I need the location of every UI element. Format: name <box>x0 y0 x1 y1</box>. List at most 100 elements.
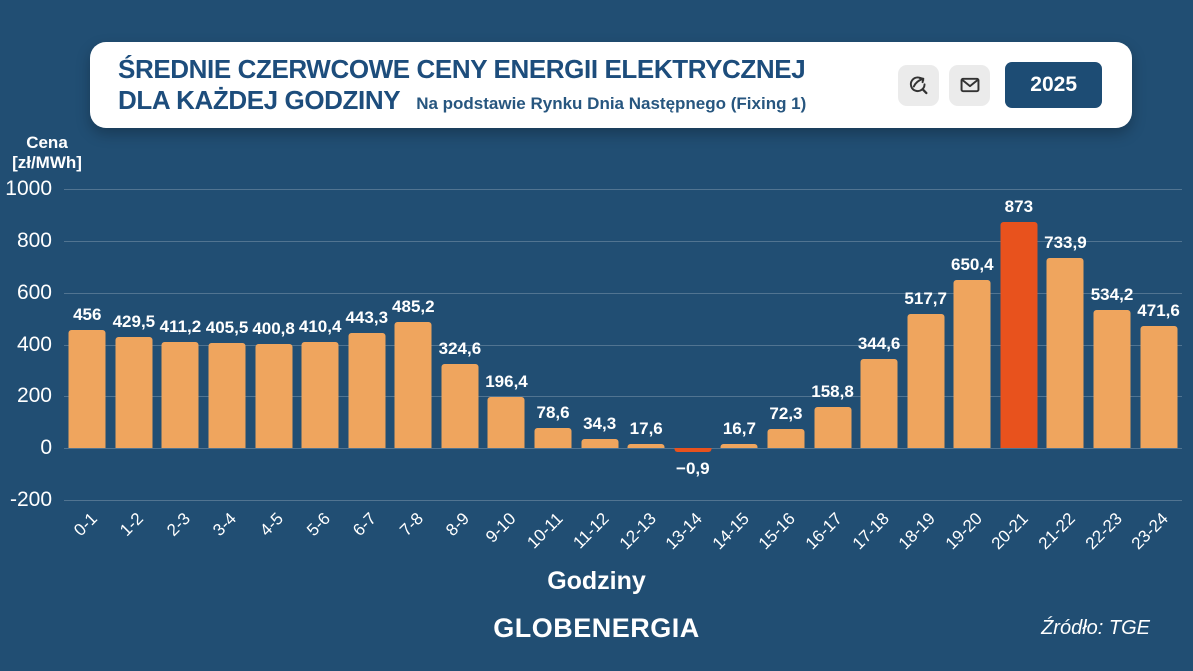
bar-value-label: 443,3 <box>345 308 389 328</box>
x-tick-label: 18-19 <box>894 509 940 554</box>
x-tick-label: 12-13 <box>615 509 660 554</box>
bar-column: 485,2 7-8 <box>390 189 437 539</box>
x-tick-label: 3-4 <box>209 509 241 540</box>
bar-value-label: 34,3 <box>583 414 617 434</box>
x-tick-label: 14-15 <box>708 509 753 554</box>
bar <box>581 439 619 449</box>
bar <box>674 448 712 452</box>
bar-value-label: 78,6 <box>536 402 570 422</box>
title-line2-row: DLA KAŻDEJ GODZINY Na podstawie Rynku Dn… <box>118 85 806 116</box>
bar-column: 405,5 3-4 <box>204 189 251 540</box>
mail-button[interactable] <box>949 64 991 106</box>
bar <box>208 343 246 449</box>
bar-value-label: 72,3 <box>769 404 803 424</box>
chart-subtitle: Na podstawie Rynku Dnia Następnego (Fixi… <box>416 94 807 113</box>
bar-value-label: 411,2 <box>159 316 202 336</box>
bar-value-label: 17,6 <box>629 418 663 438</box>
header-actions: 2025 <box>898 62 1102 108</box>
bar <box>68 330 106 449</box>
bar-column: 344,6 17-18 <box>848 189 903 553</box>
x-tick-label: 4-5 <box>256 509 288 540</box>
bar <box>627 443 665 449</box>
bar <box>161 341 199 449</box>
x-tick-label: 7-8 <box>395 509 427 540</box>
bar-value-label: 196,4 <box>485 372 528 392</box>
y-tick-label: 800 <box>16 228 52 252</box>
trend-search-icon <box>909 76 928 95</box>
year-badge-button[interactable]: 2025 <box>1005 62 1102 108</box>
gridline <box>64 189 1182 190</box>
bar <box>1093 309 1131 449</box>
trend-search-button[interactable] <box>898 64 940 106</box>
bar-column: 400,8 4-5 <box>250 189 297 540</box>
bar <box>814 407 852 449</box>
x-tick-label: 11-12 <box>569 509 614 553</box>
bar-value-label: −0,9 <box>676 458 710 478</box>
bar-value-label: 410,4 <box>298 316 342 336</box>
gridline <box>64 500 1182 501</box>
bar-value-label: 733,9 <box>1044 232 1087 252</box>
bar-value-label: 324,6 <box>438 339 482 359</box>
bar-column: 78,6 10-11 <box>523 189 577 552</box>
bar-column: 72,3 15-16 <box>755 189 810 553</box>
bar <box>441 364 479 449</box>
bar-value-label: 405,5 <box>205 318 249 338</box>
bar-column: −0,9 13-14 <box>662 189 717 553</box>
bar-column: 17,6 12-13 <box>615 189 670 553</box>
bar <box>301 341 339 449</box>
x-tick-label: 1-2 <box>116 509 148 540</box>
bar-value-label: 517,7 <box>904 289 947 308</box>
title-block: ŚREDNIE CZERWCOWE CENY ENERGII ELEKTRYCZ… <box>118 54 806 115</box>
x-axis-title: Godziny <box>547 567 646 595</box>
y-axis-title-line1: Cena <box>26 133 68 152</box>
bar-column: 873 20-21 <box>988 189 1043 553</box>
bar <box>1046 257 1084 449</box>
bar-value-label: 16,7 <box>722 418 756 438</box>
x-tick-label: 0-1 <box>69 509 101 540</box>
bar-column: 443,3 6-7 <box>343 189 390 540</box>
x-tick-label: 19-20 <box>941 509 986 554</box>
x-tick-label: 2-3 <box>163 509 194 540</box>
bar <box>348 333 386 449</box>
x-tick-label: 23-24 <box>1127 509 1173 554</box>
x-tick-label: 13-14 <box>662 509 707 554</box>
bar-value-label: 400,8 <box>252 319 295 339</box>
gridline <box>64 396 1182 398</box>
bar <box>394 322 432 449</box>
bar-column: 517,7 18-19 <box>895 189 949 553</box>
bar-column: 34,3 11-12 <box>570 189 623 552</box>
mail-icon <box>960 77 980 93</box>
x-tick-label: 8-9 <box>442 509 474 540</box>
bar <box>953 279 991 449</box>
x-tick-label: 16-17 <box>801 509 846 554</box>
bar-value-label: 485,2 <box>392 297 435 317</box>
bar-column: 429,5 1-2 <box>111 189 158 540</box>
bar-value-label: 471,6 <box>1137 300 1180 320</box>
source-credit: Źródło: TGE <box>1041 617 1150 639</box>
bar-value-label: 158,8 <box>811 382 854 402</box>
y-axis-title: Cena [zł/MWh] <box>4 133 90 174</box>
bar-value-label: 873 <box>1004 196 1034 216</box>
plot-area: 1000 800 600 400 200 0 -200 456 0-1 429,5 1-2 411,… <box>5 177 1182 553</box>
header-card: ŚREDNIE CZERWCOWE CENY ENERGII ELEKTRYCZ… <box>90 42 1132 128</box>
x-tick-label: 17-18 <box>848 509 893 554</box>
bar <box>1140 325 1178 449</box>
bar <box>767 429 805 449</box>
x-tick-label: 10-11 <box>523 509 567 553</box>
y-axis-title-line2: [zł/MWh] <box>12 153 82 173</box>
bar <box>255 344 293 449</box>
bar-column: 158,8 16-17 <box>802 189 856 553</box>
bar-column: 411,2 2-3 <box>157 189 204 540</box>
bar-column: 534,2 22-23 <box>1081 189 1136 553</box>
bar-value-label: 344,6 <box>857 333 901 353</box>
bar-column: 196,4 9-10 <box>482 189 530 546</box>
chart-title-line2: DLA KAŻDEJ GODZINY <box>118 85 401 115</box>
bar-column: 16,7 14-15 <box>709 189 763 553</box>
bar-value-label: 534,2 <box>1090 284 1134 304</box>
gridline <box>64 240 1182 242</box>
bar <box>1000 221 1038 449</box>
y-tick-label: 0 <box>40 436 52 460</box>
y-tick-label: 600 <box>16 280 52 304</box>
bar <box>115 336 153 449</box>
y-tick-label: 1000 <box>5 177 52 200</box>
